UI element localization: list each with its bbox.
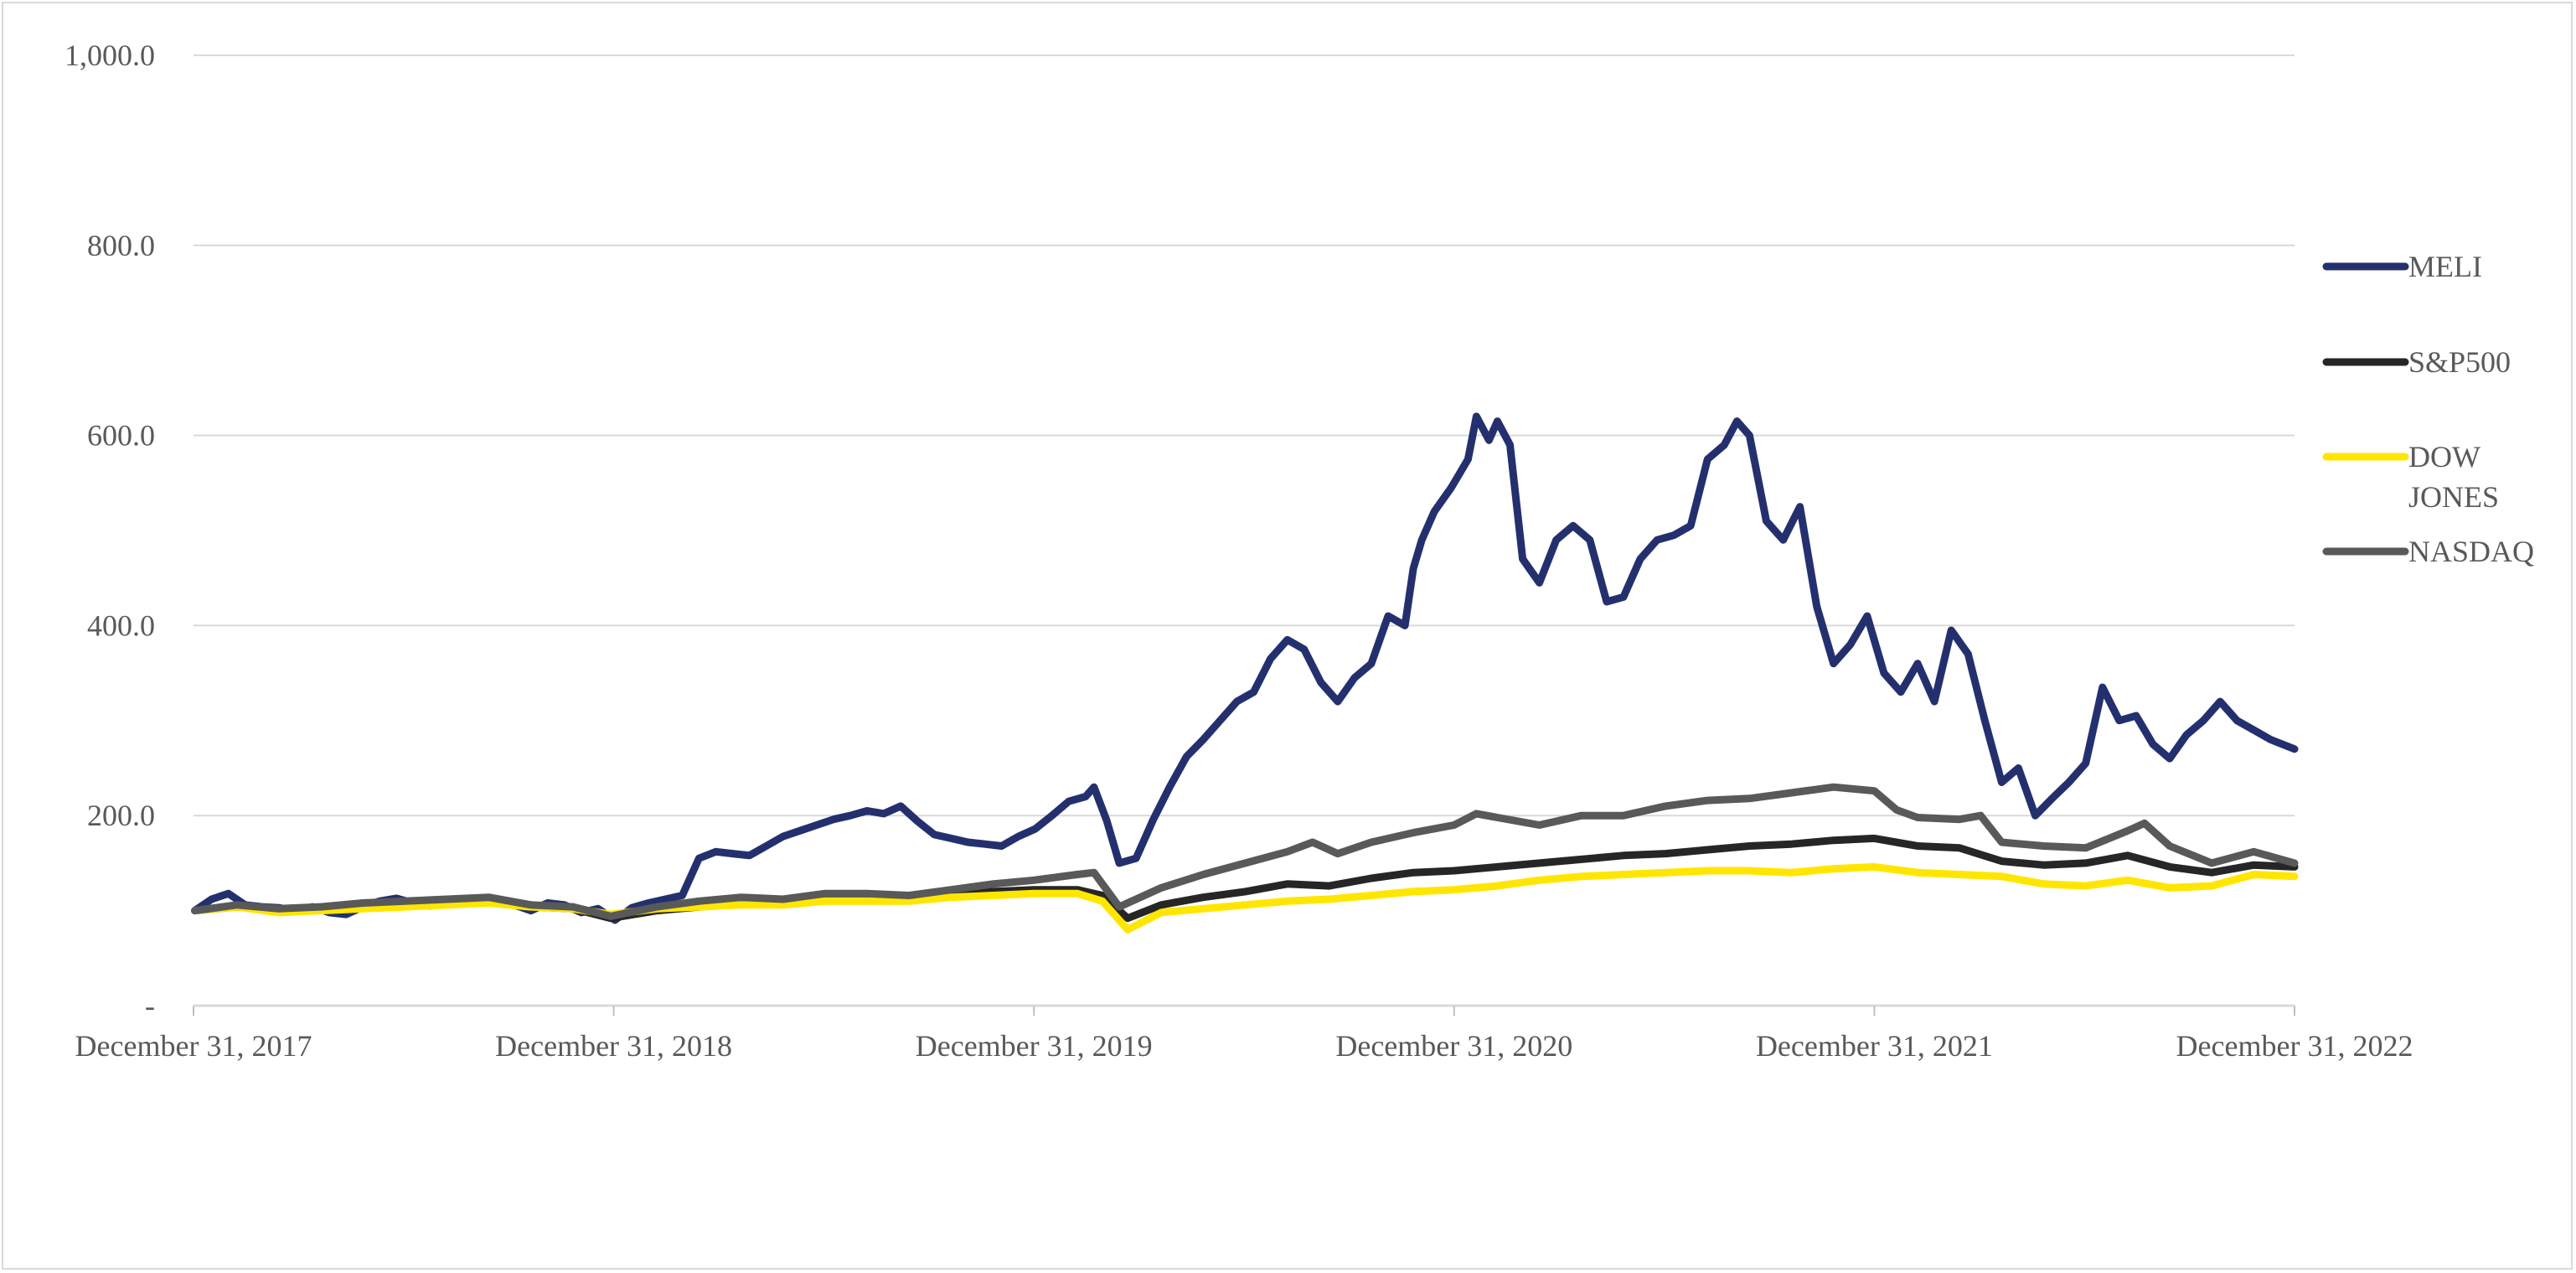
y-tick-label: 1,000.0: [65, 39, 155, 72]
legend-item: NASDAQ: [2322, 535, 2534, 568]
y-tick-label: 600.0: [87, 419, 155, 453]
y-axis-tick-labels: - 200.0 400.0 600.0 800.0 1,000.0: [65, 39, 155, 1022]
x-tick-label: December 31, 2020: [1335, 1029, 1572, 1063]
y-tick-label: 800.0: [87, 229, 155, 262]
legend: MELI S&P500 DOW JONES NASDAQ: [2322, 250, 2534, 568]
x-tick-label: December 31, 2019: [916, 1029, 1153, 1063]
legend-item: MELI: [2322, 250, 2482, 283]
series-lines: [191, 412, 2299, 934]
x-tick-label: December 31, 2018: [495, 1029, 732, 1063]
y-tick-label: -: [145, 989, 155, 1022]
x-axis: [193, 1004, 2295, 1016]
legend-label: S&P500: [2408, 345, 2511, 379]
series-line-meli: [191, 412, 2299, 924]
legend-label: DOW JONES: [2408, 440, 2499, 514]
y-tick-label: 400.0: [87, 608, 155, 642]
legend-item: S&P500: [2322, 345, 2511, 379]
legend-item: DOW JONES: [2322, 440, 2499, 514]
series-line-nasdaq: [191, 783, 2299, 920]
x-tick-label: December 31, 2022: [2176, 1029, 2413, 1063]
x-tick-label: December 31, 2017: [75, 1029, 312, 1063]
x-tick-label: December 31, 2021: [1756, 1029, 1993, 1063]
y-tick-label: 200.0: [87, 799, 155, 832]
legend-label: MELI: [2408, 250, 2482, 283]
legend-label: NASDAQ: [2408, 535, 2534, 568]
x-axis-tick-labels: December 31, 2017 December 31, 2018 Decemb…: [75, 1029, 2413, 1063]
